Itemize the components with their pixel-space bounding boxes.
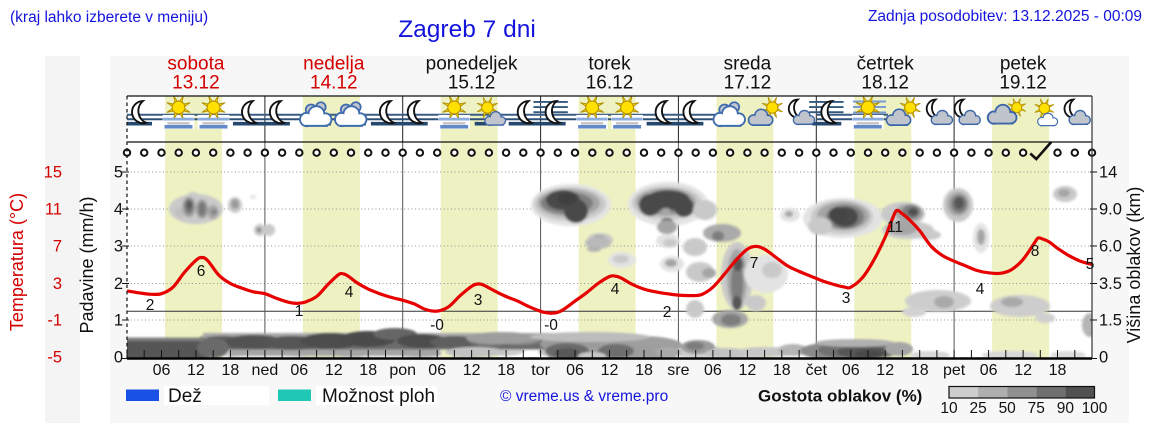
svg-text:15.12: 15.12 bbox=[448, 73, 496, 94]
svg-text:06: 06 bbox=[153, 362, 171, 379]
svg-text:06: 06 bbox=[980, 362, 998, 379]
svg-text:9.0: 9.0 bbox=[1099, 201, 1122, 219]
svg-text:19.12: 19.12 bbox=[999, 73, 1047, 94]
svg-text:4: 4 bbox=[345, 284, 354, 301]
svg-text:18.12: 18.12 bbox=[861, 73, 909, 94]
svg-text:pon: pon bbox=[389, 362, 416, 379]
svg-text:75: 75 bbox=[1028, 400, 1045, 417]
svg-text:Zagreb 7 dni: Zagreb 7 dni bbox=[398, 16, 536, 43]
svg-text:14.12: 14.12 bbox=[310, 73, 358, 94]
svg-text:10: 10 bbox=[940, 400, 958, 417]
svg-text:5: 5 bbox=[114, 164, 123, 182]
svg-text:12: 12 bbox=[187, 362, 205, 379]
svg-text:2: 2 bbox=[146, 297, 155, 314]
svg-text:2: 2 bbox=[663, 304, 672, 321]
svg-text:18: 18 bbox=[635, 362, 653, 379]
svg-text:06: 06 bbox=[566, 362, 584, 379]
svg-text:0: 0 bbox=[114, 349, 123, 367]
svg-text:Padavine (mm/h): Padavine (mm/h) bbox=[77, 196, 97, 333]
svg-text:ponedeljek: ponedeljek bbox=[426, 54, 518, 75]
svg-text:-0: -0 bbox=[544, 317, 558, 334]
svg-text:7: 7 bbox=[750, 255, 759, 272]
svg-text:12: 12 bbox=[739, 362, 757, 379]
svg-text:nedelja: nedelja bbox=[303, 54, 365, 75]
svg-text:12: 12 bbox=[463, 362, 481, 379]
svg-text:četrtek: četrtek bbox=[857, 54, 915, 75]
svg-text:1.5: 1.5 bbox=[1099, 312, 1122, 330]
svg-text:Možnost ploh: Možnost ploh bbox=[322, 386, 435, 407]
svg-text:0: 0 bbox=[1099, 349, 1108, 367]
svg-text:06: 06 bbox=[290, 362, 308, 379]
svg-text:8: 8 bbox=[1031, 243, 1040, 260]
svg-text:sobota: sobota bbox=[167, 54, 224, 75]
svg-text:5: 5 bbox=[1086, 256, 1095, 273]
svg-text:6.0: 6.0 bbox=[1099, 238, 1122, 256]
svg-text:(kraj lahko izberete v meniju): (kraj lahko izberete v meniju) bbox=[10, 9, 208, 26]
svg-text:petek: petek bbox=[1000, 54, 1047, 75]
svg-text:3: 3 bbox=[842, 290, 851, 307]
svg-text:3: 3 bbox=[474, 292, 483, 309]
svg-text:Gostota oblakov (%): Gostota oblakov (%) bbox=[758, 387, 922, 406]
svg-text:3: 3 bbox=[53, 275, 62, 293]
svg-text:25: 25 bbox=[969, 400, 986, 417]
svg-text:tor: tor bbox=[531, 362, 550, 379]
svg-text:06: 06 bbox=[842, 362, 860, 379]
svg-text:17.12: 17.12 bbox=[724, 73, 772, 94]
svg-text:Višina oblakov (km): Višina oblakov (km) bbox=[1124, 187, 1144, 344]
svg-text:Dež: Dež bbox=[168, 386, 202, 407]
svg-text:Zadnja posodobitev: 13.12.2025: Zadnja posodobitev: 13.12.2025 - 00:09 bbox=[868, 8, 1142, 25]
svg-text:50: 50 bbox=[999, 400, 1017, 417]
svg-text:4: 4 bbox=[114, 201, 123, 219]
svg-text:18: 18 bbox=[1049, 362, 1067, 379]
svg-text:1: 1 bbox=[295, 303, 304, 320]
svg-text:2: 2 bbox=[114, 275, 123, 293]
svg-text:4: 4 bbox=[976, 281, 985, 298]
svg-text:3.5: 3.5 bbox=[1099, 275, 1122, 293]
svg-text:torek: torek bbox=[588, 54, 631, 75]
svg-text:18: 18 bbox=[222, 362, 240, 379]
svg-text:06: 06 bbox=[428, 362, 446, 379]
svg-text:18: 18 bbox=[497, 362, 515, 379]
svg-text:© vreme.us & vreme.pro: © vreme.us & vreme.pro bbox=[500, 388, 668, 405]
svg-text:12: 12 bbox=[325, 362, 343, 379]
svg-text:12: 12 bbox=[876, 362, 894, 379]
svg-text:1: 1 bbox=[114, 312, 123, 330]
svg-text:-1: -1 bbox=[47, 312, 62, 330]
svg-text:18: 18 bbox=[773, 362, 791, 379]
svg-text:15: 15 bbox=[44, 164, 62, 182]
svg-text:11: 11 bbox=[887, 219, 903, 236]
svg-text:16.12: 16.12 bbox=[586, 73, 634, 94]
svg-text:4: 4 bbox=[611, 281, 620, 298]
svg-text:ned: ned bbox=[252, 362, 279, 379]
svg-text:-0: -0 bbox=[430, 317, 444, 334]
svg-text:pet: pet bbox=[943, 362, 966, 379]
svg-text:06: 06 bbox=[704, 362, 722, 379]
svg-text:čet: čet bbox=[806, 362, 828, 379]
svg-text:7: 7 bbox=[53, 238, 62, 256]
svg-text:12: 12 bbox=[1014, 362, 1032, 379]
svg-text:sreda: sreda bbox=[724, 54, 772, 75]
svg-text:12: 12 bbox=[601, 362, 619, 379]
svg-text:11: 11 bbox=[45, 201, 62, 219]
svg-text:6: 6 bbox=[197, 263, 206, 280]
svg-text:18: 18 bbox=[911, 362, 929, 379]
svg-text:sre: sre bbox=[667, 362, 689, 379]
svg-text:14: 14 bbox=[1099, 164, 1117, 182]
svg-text:100: 100 bbox=[1082, 400, 1108, 417]
svg-text:-5: -5 bbox=[47, 349, 62, 367]
svg-text:Temperatura (°C): Temperatura (°C) bbox=[7, 193, 27, 331]
svg-text:13.12: 13.12 bbox=[172, 73, 220, 94]
svg-text:18: 18 bbox=[359, 362, 377, 379]
svg-text:3: 3 bbox=[114, 238, 123, 256]
svg-text:90: 90 bbox=[1057, 400, 1075, 417]
